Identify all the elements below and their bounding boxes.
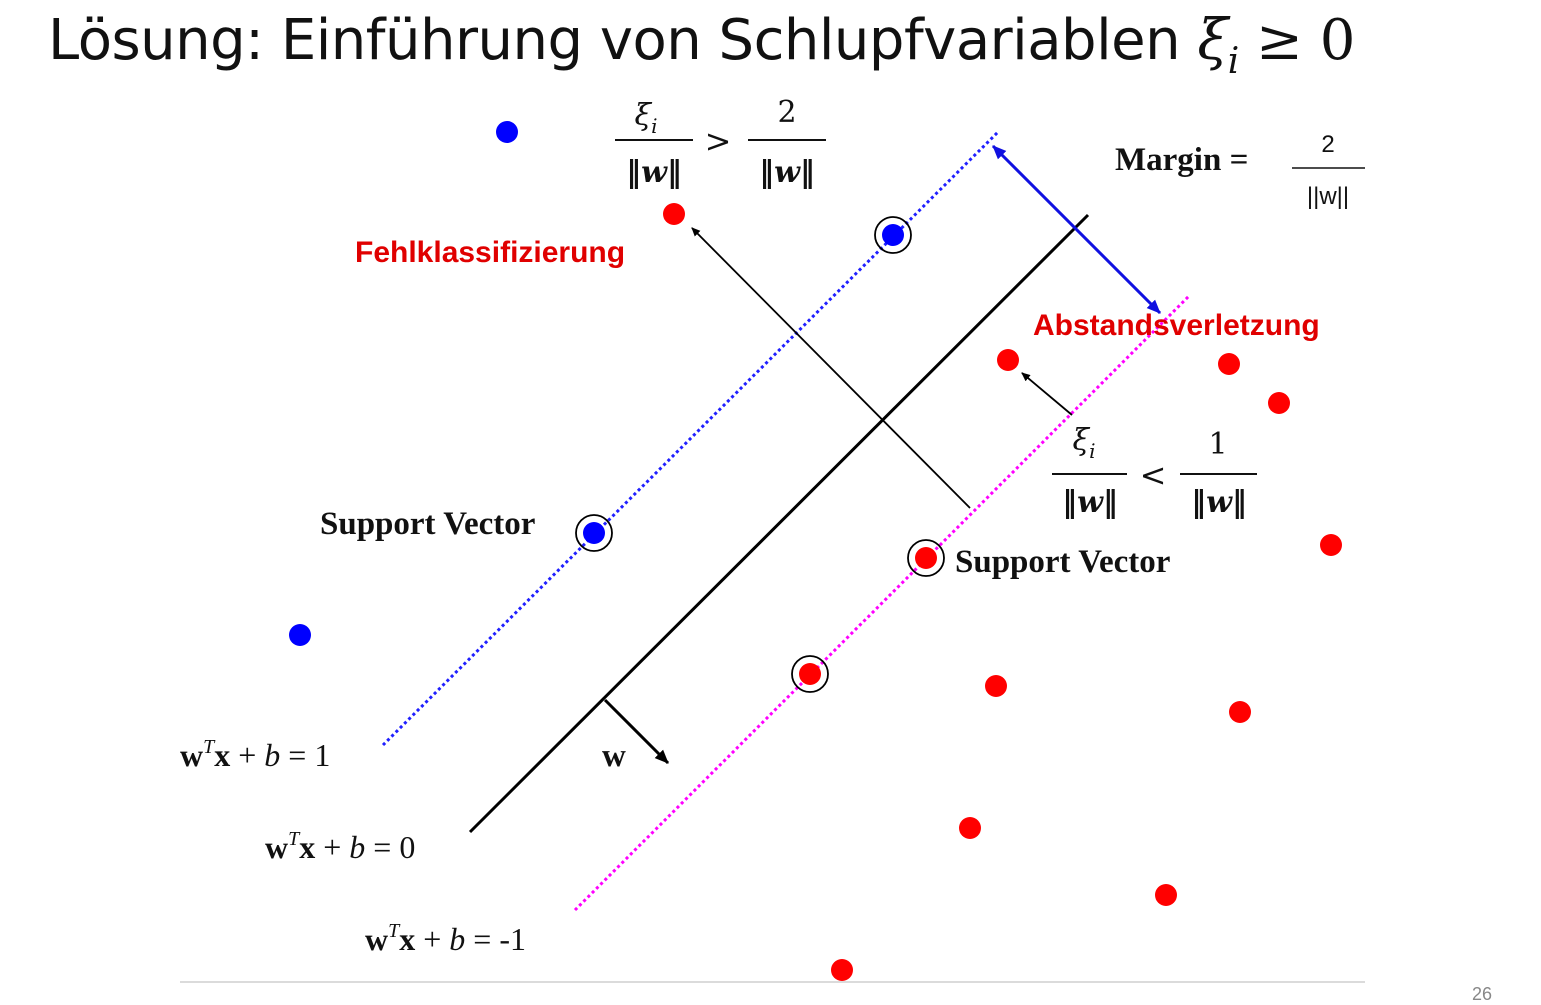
equation-negative-margin: wTx + b = -1 [365, 920, 526, 957]
margin-violation-point [997, 349, 1019, 371]
formula-norm-right: ‖w‖ [759, 155, 815, 190]
misclassification-slack-arrow [691, 227, 971, 509]
support-vector-label-right: Support Vector [955, 544, 1170, 580]
negative-margin-line [573, 293, 1192, 912]
misclassified-point [663, 203, 685, 225]
formula-norm-left: ‖w‖ [1062, 485, 1118, 520]
formula-xi-sub: i [651, 114, 657, 138]
formula-numerator-right: 2 [777, 95, 796, 130]
class-negative-support-point [799, 663, 821, 685]
class-negative-point [1229, 701, 1251, 723]
violation-slack-arrow [1021, 372, 1073, 416]
formula-relation: > [705, 122, 732, 160]
equation-hyperplane: wTx + b = 0 [265, 828, 415, 865]
formula-norm-right: ‖w‖ [1191, 485, 1247, 520]
svg-text:ξi: ξi [1073, 423, 1096, 463]
equation-positive-margin: wTx + b = 1 [180, 736, 330, 773]
support-vector-ring [874, 216, 912, 254]
xi-symbol: ξ [1197, 8, 1228, 73]
svg-text:ξi: ξi [635, 98, 658, 138]
margin-violation-label: Abstandsverletzung [1033, 309, 1320, 342]
formula-xi: ξ [635, 98, 653, 133]
margin-denominator: ||w|| [1307, 183, 1349, 210]
class-positive-support-point [882, 224, 904, 246]
slack-formula-margin-violation: ξi ‖w‖ < 1 ‖w‖ [1052, 423, 1257, 520]
support-vector-ring [907, 539, 945, 577]
class-negative-point [831, 959, 853, 981]
formula-relation: < [1140, 456, 1167, 494]
positive-margin-line [381, 130, 1000, 747]
class-negative-point [1218, 353, 1240, 375]
w-normal-vector [603, 698, 670, 765]
support-vector-ring [791, 655, 829, 693]
class-negative-point [1268, 392, 1290, 414]
slack-formula-misclassification: ξi ‖w‖ > 2 ‖w‖ [615, 95, 826, 190]
support-vector-label-left: Support Vector [320, 506, 535, 542]
class-negative-point [959, 817, 981, 839]
margin-arrow [991, 144, 1162, 315]
w-vector-label: w [602, 738, 626, 774]
page-number: 26 [1472, 984, 1493, 1004]
misclassification-label: Fehlklassifizierung [355, 236, 625, 269]
formula-numerator-right: 1 [1208, 427, 1227, 462]
class-positive-point [289, 624, 311, 646]
slide-title-text: Lösung: Einführung von Schlupfvariablen [48, 8, 1198, 73]
support-vector-ring [575, 514, 613, 552]
class-negative-point [1320, 534, 1342, 556]
title-relation: ≥ 0 [1238, 8, 1355, 73]
separating-hyperplane [468, 213, 1090, 834]
xi-subscript: i [1227, 41, 1240, 82]
formula-xi: ξ [1073, 423, 1091, 458]
slide-title: Lösung: Einführung von Schlupfvariablen … [48, 8, 1355, 82]
formula-xi-sub: i [1089, 439, 1095, 463]
class-negative-point [985, 675, 1007, 697]
class-negative-point [1155, 884, 1177, 906]
margin-numerator: 2 [1321, 131, 1334, 158]
formula-norm-left: ‖w‖ [626, 155, 682, 190]
class-negative-support-point [915, 547, 937, 569]
class-positive-point [496, 121, 518, 143]
class-positive-support-point [583, 522, 605, 544]
margin-label: Margin = [1115, 142, 1248, 178]
